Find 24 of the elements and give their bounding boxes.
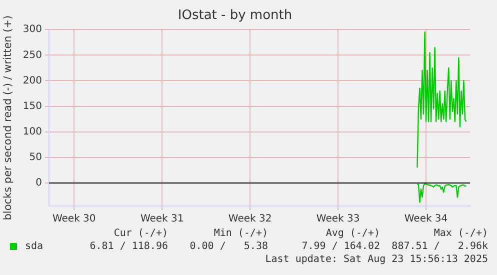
x-tick-label: Week 31 xyxy=(140,214,184,225)
y-tick-label: 50 xyxy=(29,152,42,164)
x-tick-label: Week 32 xyxy=(228,214,272,225)
y-tick-label: 250 xyxy=(22,50,42,61)
text: Cur (-/+) xyxy=(112,228,168,239)
text: Avg (-/+) xyxy=(324,228,380,239)
y-axis-title: blocks per second read (-) / written (+) xyxy=(2,15,14,220)
y-tick-label: 0 xyxy=(36,178,42,189)
x-tick-label: Week 30 xyxy=(52,214,96,225)
y-tick-label: 300 xyxy=(22,24,42,36)
text: 7.99 / 164.02 xyxy=(300,241,380,252)
text: 6.81 / 118.96 xyxy=(88,241,168,252)
y-tick-label: 200 xyxy=(22,75,42,86)
legend-label: sda xyxy=(25,241,44,252)
text: Max (-/+) xyxy=(432,228,488,239)
chart-title: IOstat - by month xyxy=(178,8,292,24)
text: Min (-/+) xyxy=(212,228,268,239)
x-tick-label: Week 33 xyxy=(316,214,360,225)
text: Last update: Sat Aug 23 15:56:13 2025 xyxy=(264,254,488,265)
y-tick-label: 150 xyxy=(22,100,42,112)
text: 887.51 / 2.96k xyxy=(390,241,488,252)
x-tick-label: Week 34 xyxy=(404,214,448,225)
text: 0.00 / 5.38 xyxy=(188,241,268,252)
y-tick-label: 100 xyxy=(22,126,42,138)
